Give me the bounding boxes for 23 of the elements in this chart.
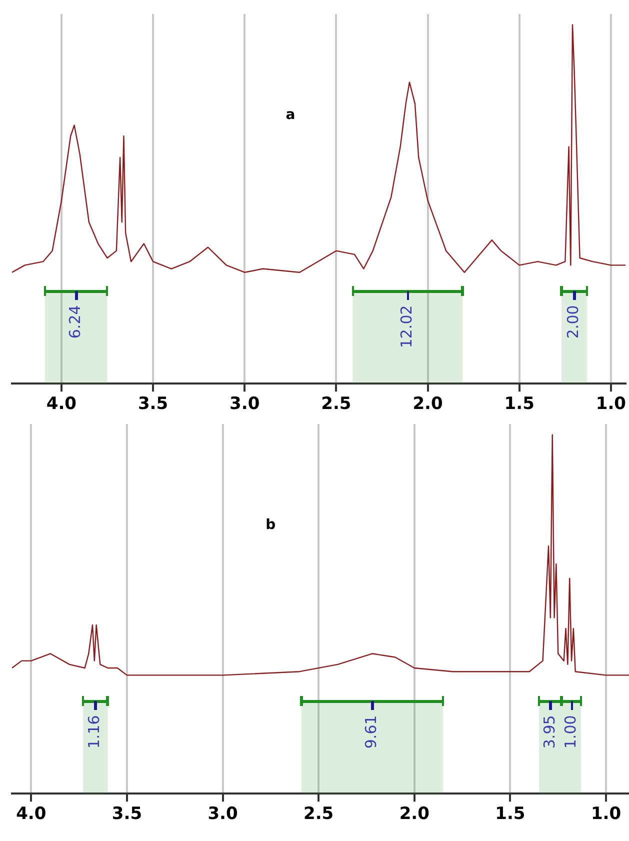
x-tick-label: 4.0 — [46, 394, 77, 414]
x-tick-label: 3.0 — [208, 804, 238, 824]
x-tick-label: 4.0 — [16, 804, 46, 824]
x-tick-label: 3.0 — [230, 394, 260, 414]
x-tick-label: 3.5 — [138, 394, 168, 414]
band-label: 1.00 — [561, 715, 580, 749]
x-tick-label: 2.5 — [304, 804, 334, 824]
band-label: 1.16 — [85, 715, 104, 749]
band-label: 3.95 — [540, 715, 558, 749]
x-tick-label: 1.5 — [504, 394, 534, 414]
x-tick-label: 1.0 — [596, 394, 626, 414]
x-tick-label: 2.0 — [412, 394, 444, 414]
band-label: 9.61 — [362, 715, 380, 749]
x-tick-label: 1.0 — [590, 804, 622, 824]
band-label: 12.02 — [398, 305, 416, 348]
text: b — [266, 517, 276, 533]
x-tick-label: 2.5 — [321, 394, 352, 414]
band-label: 2.00 — [564, 305, 582, 339]
band-label: 6.24 — [66, 305, 84, 339]
text: a — [286, 107, 296, 123]
x-tick-label: 2.0 — [399, 804, 430, 824]
x-tick-label: 1.5 — [495, 804, 526, 824]
x-tick-label: 3.5 — [112, 804, 142, 824]
